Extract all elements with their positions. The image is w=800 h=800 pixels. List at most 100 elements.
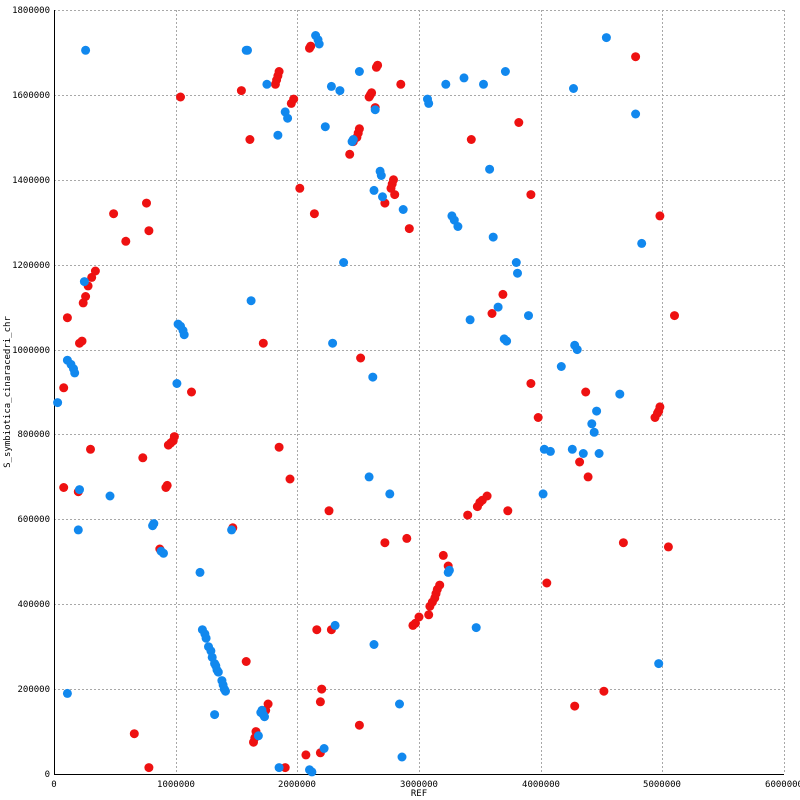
blue-data-point (441, 79, 451, 89)
blue-data-point (246, 296, 256, 306)
red-data-point (542, 578, 552, 588)
blue-data-point (262, 79, 272, 89)
red-data-point (144, 226, 154, 236)
red-data-point (583, 472, 593, 482)
blue-data-point (376, 171, 386, 180)
red-data-point (367, 88, 377, 98)
blue-data-point (493, 302, 503, 312)
red-data-point (109, 209, 119, 219)
x-tick-label: 1000000 (157, 780, 195, 790)
y-axis-label: S_symbiotica_cinaracedri_chr (3, 316, 13, 468)
blue-data-point (105, 491, 115, 501)
blue-data-point (479, 79, 488, 89)
red-data-point (402, 533, 412, 543)
red-data-point (309, 209, 319, 219)
blue-data-point (369, 640, 379, 649)
blue-data-point (378, 192, 387, 202)
red-data-point (306, 41, 316, 51)
x-tick-label: 3000000 (400, 780, 438, 790)
red-data-point (81, 292, 91, 301)
red-data-point (121, 236, 131, 246)
red-data-point (312, 625, 322, 635)
blue-data-point (589, 427, 599, 437)
blue-data-point (53, 398, 63, 408)
blue-data-point (320, 122, 330, 132)
y-tick-label: 800000 (17, 430, 50, 440)
blue-data-point (348, 135, 358, 144)
blue-data-point (398, 205, 408, 214)
y-tick-label: 200000 (17, 685, 50, 695)
y-tick-label: 400000 (17, 600, 50, 610)
y-tick-label: 1400000 (12, 176, 50, 186)
blue-data-point (81, 45, 91, 55)
red-data-point (380, 538, 390, 548)
red-data-point (482, 491, 492, 501)
red-data-point (466, 135, 476, 144)
blue-data-point (654, 659, 664, 669)
blue-data-point (79, 277, 89, 287)
blue-data-point (319, 744, 329, 753)
blue-data-point (335, 86, 345, 96)
data-points (53, 31, 679, 777)
blue-data-point (524, 311, 533, 321)
blue-data-point (511, 258, 521, 267)
red-data-point (498, 289, 508, 299)
red-data-point (581, 387, 591, 397)
red-data-point (258, 338, 268, 348)
x-tick-label: 4000000 (522, 780, 560, 790)
x-tick-label: 5000000 (643, 780, 681, 790)
red-data-point (424, 610, 434, 620)
red-data-point (487, 309, 497, 318)
blue-data-point (578, 449, 588, 458)
red-data-point (289, 94, 299, 104)
blue-data-point (545, 446, 555, 456)
blue-data-point (75, 485, 84, 495)
red-data-point (663, 542, 673, 552)
blue-data-point (328, 338, 338, 348)
red-data-point (263, 699, 273, 709)
red-data-point (169, 432, 179, 442)
blue-data-point (273, 130, 283, 140)
red-data-point (59, 483, 69, 492)
y-tick-label: 1800000 (12, 6, 50, 16)
red-data-point (142, 198, 151, 208)
red-data-point (241, 657, 251, 666)
blue-data-point (364, 472, 374, 482)
y-tick-label: 1600000 (12, 91, 50, 101)
blue-data-point (283, 113, 293, 123)
axes (54, 10, 784, 775)
grid (54, 10, 785, 774)
blue-data-point (330, 620, 340, 630)
blue-data-point (488, 232, 498, 242)
blue-data-point (243, 45, 252, 55)
red-data-point (390, 190, 400, 200)
blue-data-point (201, 633, 211, 643)
blue-data-point (326, 81, 336, 91)
red-data-point (356, 353, 366, 363)
blue-data-point (368, 372, 378, 382)
red-data-point (599, 686, 609, 696)
blue-data-point (149, 519, 159, 529)
red-data-point (438, 550, 448, 560)
blue-data-point (369, 185, 379, 195)
red-data-point (354, 124, 364, 134)
red-data-point (533, 413, 543, 422)
red-data-point (373, 60, 383, 70)
blue-data-point (601, 33, 611, 43)
red-data-point (62, 313, 72, 323)
blue-data-point (370, 105, 380, 115)
blue-data-point (195, 567, 205, 577)
blue-data-point (210, 710, 220, 720)
blue-data-point (444, 565, 454, 575)
blue-data-point (465, 315, 475, 325)
blue-data-point (631, 109, 641, 119)
blue-data-point (471, 623, 481, 633)
red-data-point (404, 224, 414, 234)
blue-data-point (453, 222, 463, 231)
x-tick-label: 2000000 (278, 780, 316, 790)
red-data-point (86, 444, 95, 454)
red-data-point (315, 697, 325, 707)
red-data-point (655, 402, 665, 412)
blue-data-point (594, 449, 604, 458)
